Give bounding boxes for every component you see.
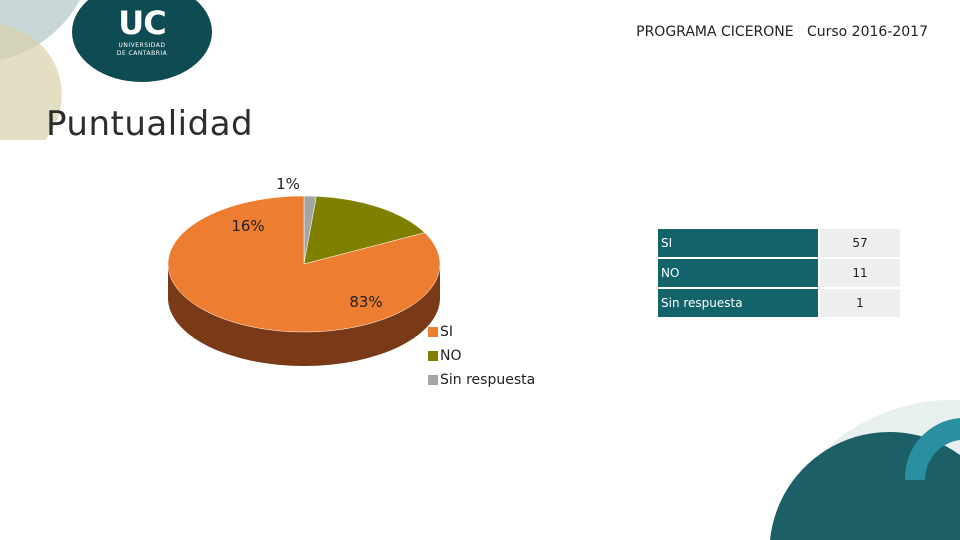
top-left-gold-arc: [0, 25, 62, 140]
chart-legend: SI NO Sin respuesta: [428, 320, 535, 392]
legend-label-no: NO: [440, 348, 462, 364]
pie-side-si: [168, 264, 440, 366]
legend-label-sin: Sin respuesta: [440, 372, 536, 388]
university-logo: UC UNIVERSIDAD DE CANTABRIA: [72, 0, 212, 82]
bottom-right-blue-arc: [904, 418, 960, 480]
pie-slice-no: [303, 196, 426, 265]
logo-mark: UC: [118, 4, 166, 42]
legend-swatch-no: [428, 351, 438, 361]
table-cell-value: 57: [820, 229, 900, 257]
table-cell-value: 1: [820, 289, 900, 317]
table-cell-label: Sin respuesta: [658, 289, 818, 317]
slide-title: Puntualidad: [46, 104, 254, 144]
table-row: SI 57: [658, 229, 900, 257]
table-cell-label: NO: [658, 259, 818, 287]
legend-item-si: SI: [428, 320, 535, 344]
logo-line-1: UNIVERSIDAD: [118, 42, 166, 49]
data-table: SI 57 NO 11 Sin respuesta 1: [658, 229, 900, 319]
legend-swatch-sin: [428, 375, 438, 385]
pie-label-si: 83%: [349, 293, 382, 311]
pie-label-no: 16%: [231, 217, 264, 235]
table-row: NO 11: [658, 259, 900, 287]
table-cell-label: SI: [658, 229, 818, 257]
legend-item-no: NO: [428, 344, 535, 368]
legend-swatch-si: [428, 327, 438, 337]
pie-label-sin: 1%: [276, 175, 300, 193]
legend-item-sin: Sin respuesta: [428, 368, 535, 392]
table-row: Sin respuesta 1: [658, 289, 900, 317]
legend-label-si: SI: [440, 324, 454, 340]
table-cell-value: 11: [820, 259, 900, 287]
program-header: PROGRAMA CICERONE Curso 2016-2017: [636, 24, 928, 40]
logo-line-2: DE CANTABRIA: [116, 50, 168, 57]
pie-slice-si: [167, 195, 441, 333]
